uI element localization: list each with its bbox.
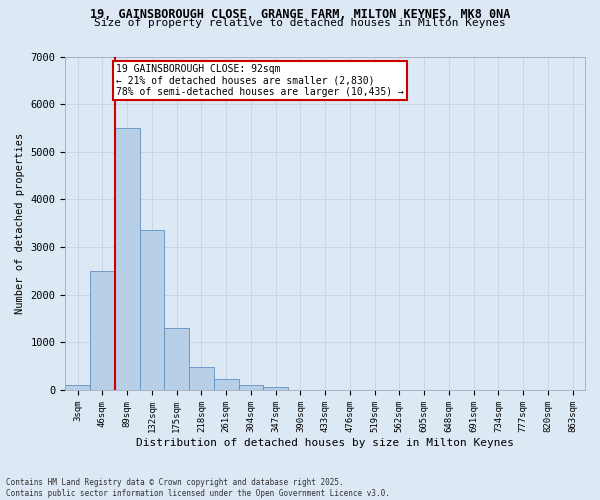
Bar: [239, 385, 263, 390]
Bar: [90, 271, 115, 390]
Text: Contains HM Land Registry data © Crown copyright and database right 2025.
Contai: Contains HM Land Registry data © Crown c…: [6, 478, 390, 498]
Bar: [115, 128, 140, 390]
X-axis label: Distribution of detached houses by size in Milton Keynes: Distribution of detached houses by size …: [136, 438, 514, 448]
Bar: [189, 367, 214, 390]
Text: Size of property relative to detached houses in Milton Keynes: Size of property relative to detached ho…: [94, 18, 506, 28]
Bar: [263, 386, 288, 390]
Bar: [214, 380, 239, 390]
Text: 19, GAINSBOROUGH CLOSE, GRANGE FARM, MILTON KEYNES, MK8 0NA: 19, GAINSBOROUGH CLOSE, GRANGE FARM, MIL…: [90, 8, 510, 20]
Text: 19 GAINSBOROUGH CLOSE: 92sqm
← 21% of detached houses are smaller (2,830)
78% of: 19 GAINSBOROUGH CLOSE: 92sqm ← 21% of de…: [116, 64, 404, 97]
Bar: [140, 230, 164, 390]
Bar: [164, 328, 189, 390]
Bar: [65, 385, 90, 390]
Y-axis label: Number of detached properties: Number of detached properties: [15, 132, 25, 314]
